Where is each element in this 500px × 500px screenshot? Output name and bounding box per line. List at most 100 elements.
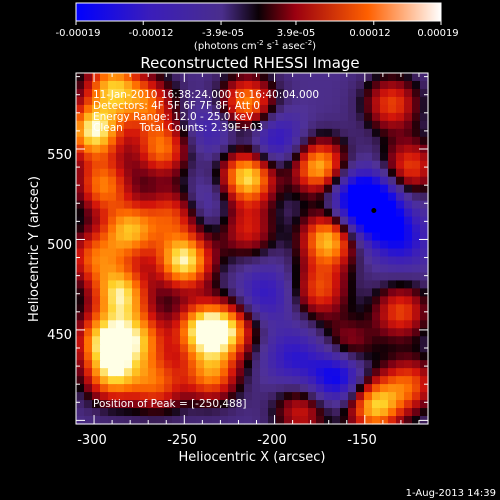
heatmap-cell [140,184,149,194]
heatmap-cell [196,256,205,266]
heatmap-cell [236,104,245,114]
heatmap-cell [212,280,221,289]
heatmap-cell [172,176,181,186]
heatmap-cell [316,416,325,425]
heatmap-cell [148,328,157,337]
heatmap-cell [316,120,325,130]
heatmap-cell [316,248,325,258]
heatmap-cell [396,176,405,186]
heatmap-cell [244,304,253,313]
heatmap-cell [116,280,125,289]
heatmap-cell [356,192,365,202]
heatmap-cell [276,344,285,353]
heatmap-cell [228,200,237,210]
heatmap-cell [188,152,197,162]
heatmap-cell [260,240,269,250]
heatmap-cell [236,328,245,337]
heatmap-cell [132,256,141,266]
heatmap-cell [284,176,293,186]
heatmap-cell [116,296,125,305]
heatmap-cell [372,216,381,226]
heatmap-cell [172,392,181,401]
heatmap-cell [220,304,229,313]
heatmap-cell [300,88,309,98]
heatmap-cell [132,208,141,218]
heatmap-cell [188,128,197,138]
heatmap-cell [412,320,421,329]
heatmap-cell [188,144,197,154]
heatmap-cell [404,88,413,98]
heatmap-cell [300,256,309,266]
heatmap-cell [364,224,373,234]
heatmap-cell [212,176,221,186]
heatmap-cell [84,240,93,250]
heatmap-cell [76,376,85,385]
heatmap-cell [252,184,261,194]
heatmap-cell [292,120,301,130]
heatmap-cell [332,280,341,289]
heatmap-cell [92,352,101,361]
heatmap-cell [348,312,357,321]
heatmap-cell [196,304,205,313]
heatmap-cell [100,176,109,186]
heatmap-cell [92,200,101,210]
heatmap-cell [180,152,189,162]
heatmap-cell [348,384,357,393]
heatmap-cell [324,136,333,146]
heatmap-cell [316,296,325,305]
heatmap-cell [220,176,229,186]
heatmap-cell [100,344,109,353]
heatmap-cell [100,168,109,178]
heatmap-cell [100,336,109,345]
heatmap-cell [356,352,365,361]
heatmap-cell [244,408,253,417]
heatmap-cell [324,296,333,305]
heatmap-cell [220,320,229,329]
heatmap-cell [204,360,213,369]
heatmap-cell [204,176,213,186]
heatmap-cell [156,240,165,250]
heatmap-cell [372,80,381,90]
heatmap-cell [260,360,269,369]
heatmap-cell [284,400,293,409]
heatmap-cell [292,256,301,266]
heatmap-cell [356,216,365,226]
heatmap-cell [340,88,349,98]
heatmap-cell [244,224,253,234]
heatmap-cell [140,152,149,162]
heatmap-cell [156,264,165,274]
heatmap-cell [180,208,189,218]
heatmap-cell [140,280,149,289]
heatmap-cell [228,248,237,258]
heatmap-cell [268,120,277,130]
heatmap-cell [84,136,93,146]
heatmap-cell [420,312,429,321]
heatmap-cell [132,168,141,178]
heatmap-cell [396,416,405,425]
heatmap-cell [76,208,85,218]
heatmap-cell [108,80,117,90]
heatmap-cell [404,73,413,82]
heatmap-cell [132,224,141,234]
heatmap-cell [308,256,317,266]
heatmap-cell [372,136,381,146]
heatmap-cell [244,73,253,82]
heatmap-cell [284,272,293,282]
heatmap-cell [252,73,261,82]
heatmap-cell [372,152,381,162]
heatmap-cell [268,400,277,409]
heatmap-cell [388,224,397,234]
heatmap-cell [156,344,165,353]
heatmap-cell [132,120,141,130]
heatmap-cell [132,160,141,170]
heatmap-cell [332,400,341,409]
heatmap-cell [252,360,261,369]
heatmap-cell [188,288,197,297]
heatmap-cell [356,256,365,266]
heatmap-cell [340,120,349,130]
heatmap-cell [140,320,149,329]
heatmap-cell [308,272,317,282]
heatmap-cell [276,152,285,162]
heatmap-cell [404,320,413,329]
heatmap-cell [420,128,429,138]
